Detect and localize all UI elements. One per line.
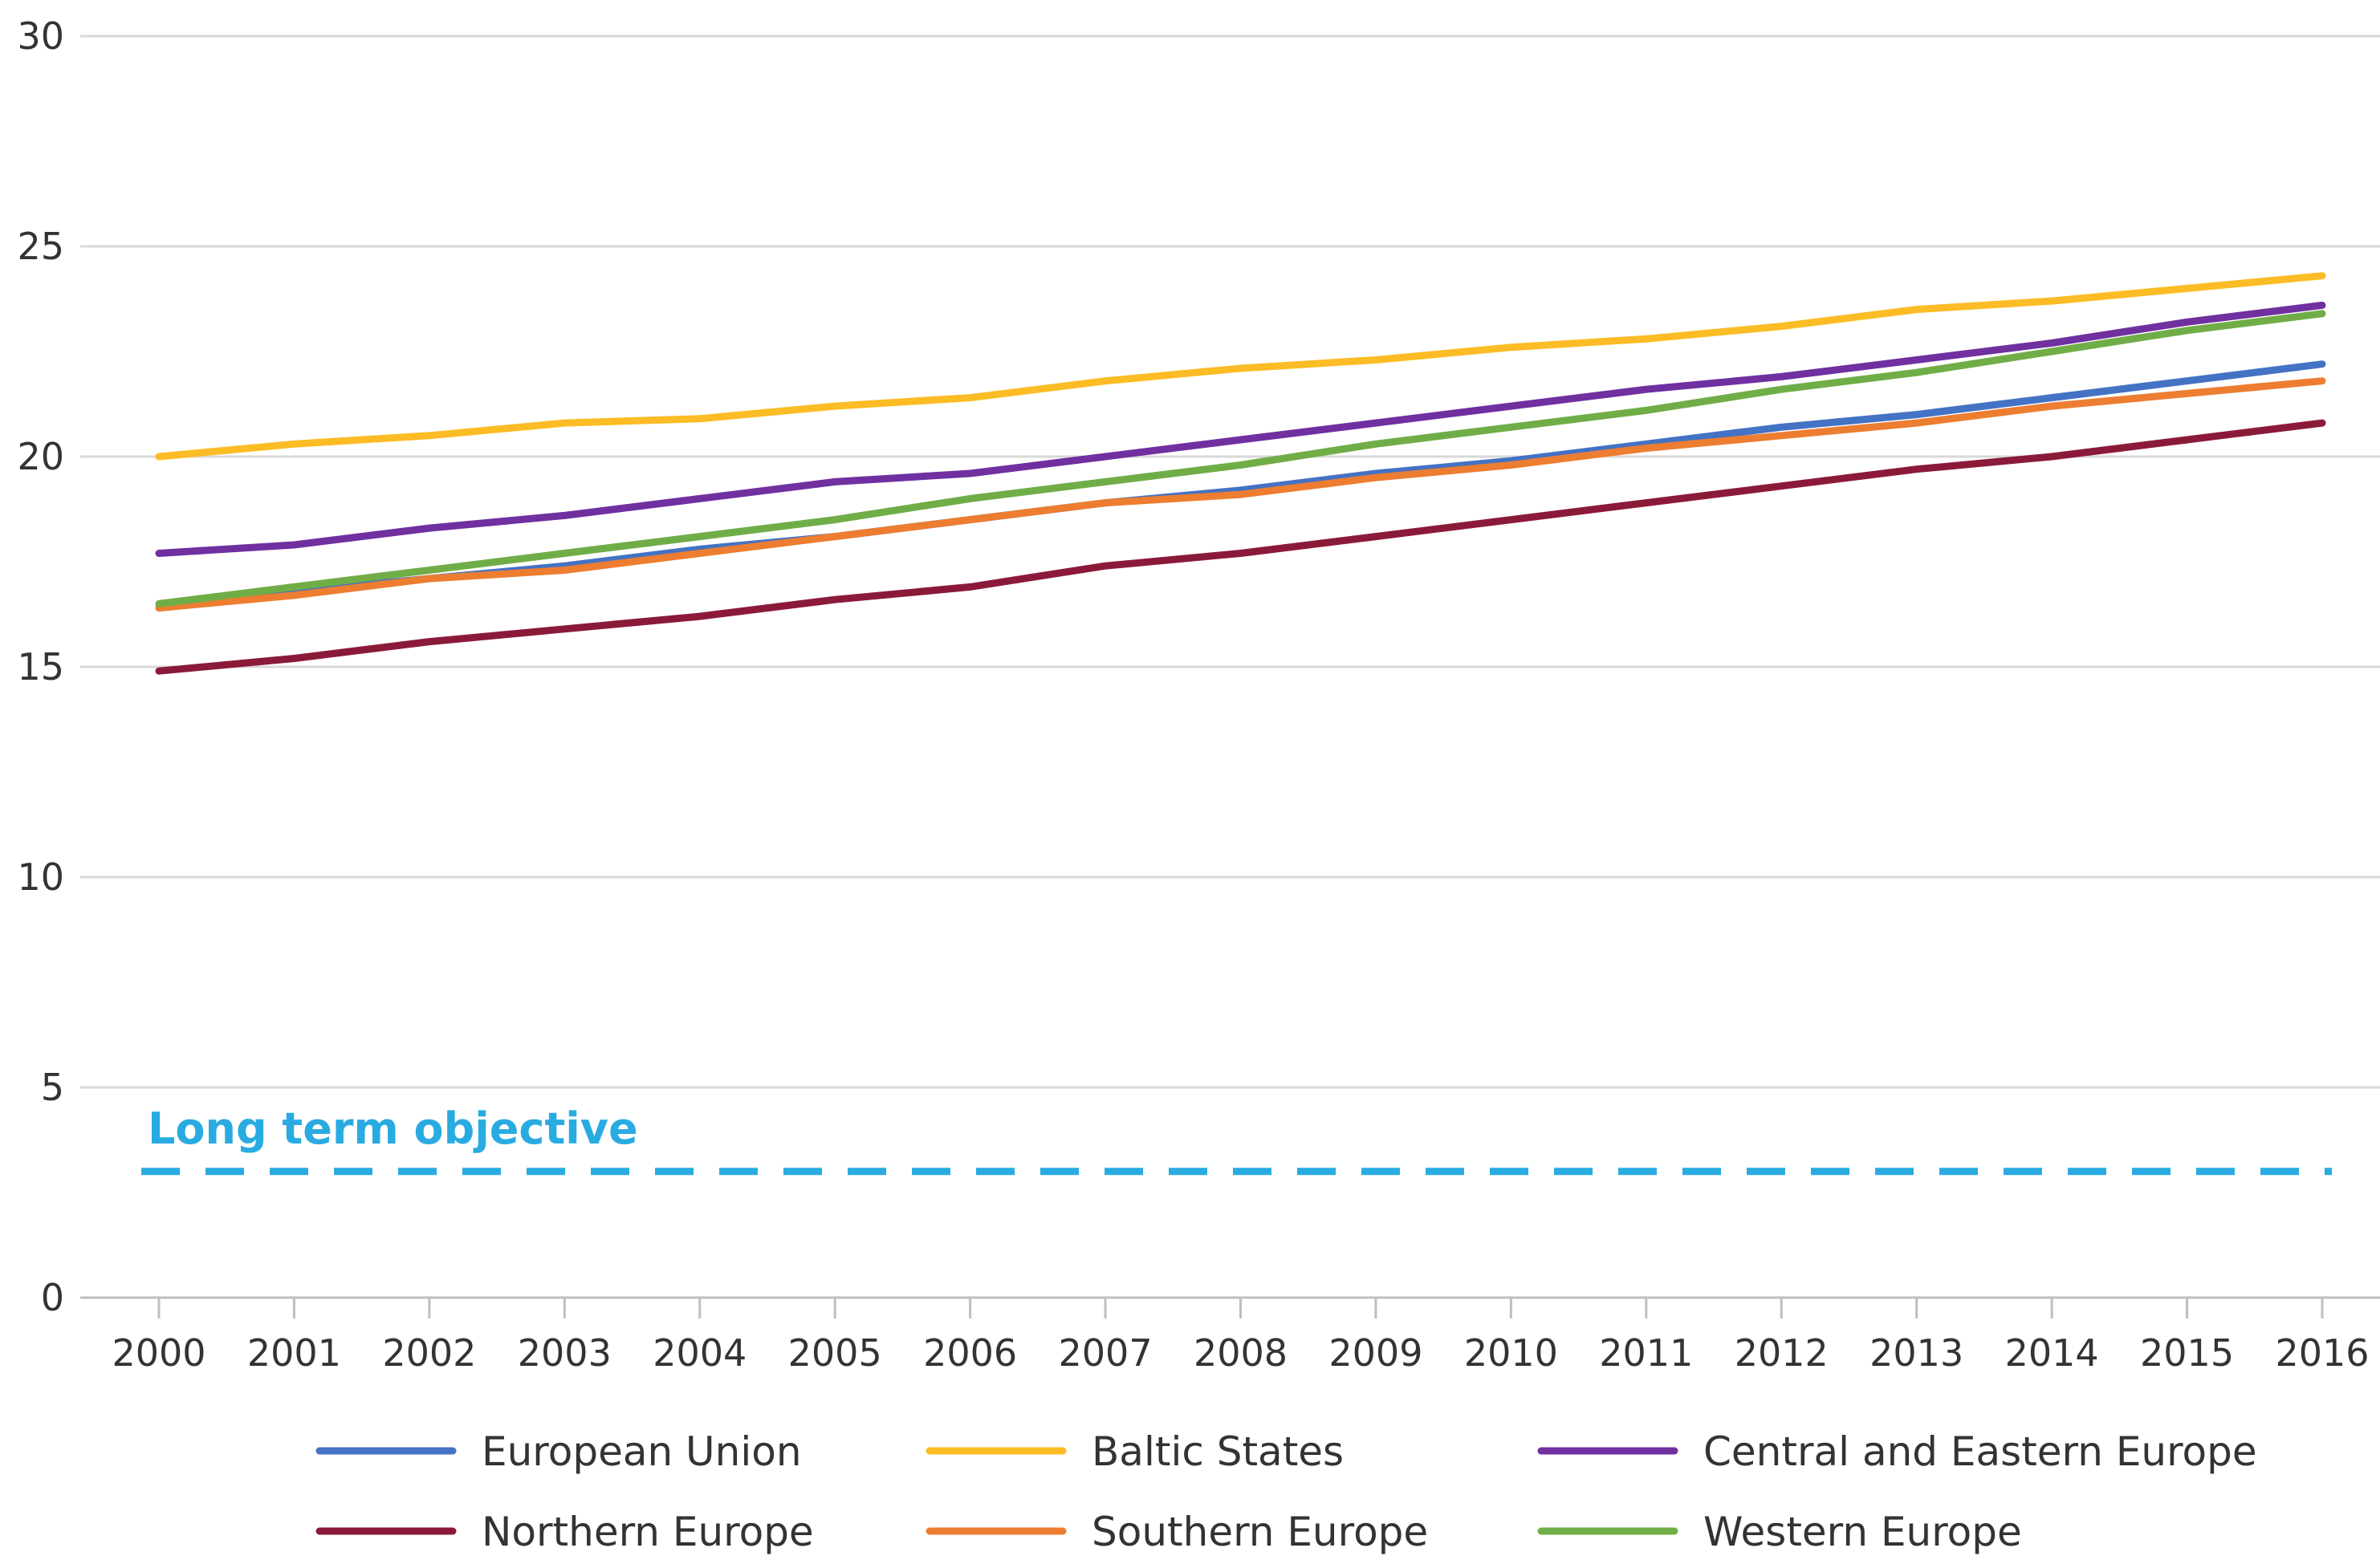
x-tick-label-2016: 2016 [2275, 1331, 2369, 1375]
y-tick-label-25: 25 [17, 225, 64, 268]
x-tick-label-2003: 2003 [518, 1331, 612, 1375]
series-line-western-europe [155, 310, 2326, 607]
y-tick-label-15: 15 [17, 645, 64, 689]
legend-item-central-and-eastern-europe: Central and Eastern Europe [1537, 1428, 2257, 1475]
x-tick-label-2004: 2004 [653, 1331, 747, 1375]
x-tick-label-2000: 2000 [112, 1331, 205, 1375]
long-term-objective-label: Long term objective [148, 1103, 638, 1154]
legend-label-southern-europe: Southern Europe [1092, 1509, 1428, 1555]
x-tick-label-2014: 2014 [2005, 1331, 2099, 1375]
series-line-northern-europe [155, 419, 2326, 675]
x-tick-label-2002: 2002 [382, 1331, 476, 1375]
gridlines [80, 35, 2380, 1089]
series-line-baltic-states [155, 272, 2326, 461]
legend-label-baltic-states: Baltic States [1092, 1428, 1344, 1475]
legend-item-western-europe: Western Europe [1537, 1509, 2022, 1555]
legend-item-southern-europe: Southern Europe [926, 1509, 1428, 1555]
x-tick-label-2007: 2007 [1059, 1331, 1153, 1375]
x-tick-label-2008: 2008 [1194, 1331, 1288, 1375]
x-tick-label-2009: 2009 [1328, 1331, 1422, 1375]
series-line-european-union [155, 360, 2326, 612]
legend-item-northern-europe: Northern Europe [315, 1509, 814, 1555]
legend-item-european-union: European Union [315, 1428, 802, 1475]
x-tick-label-2001: 2001 [247, 1331, 341, 1375]
y-tick-label-30: 30 [17, 14, 64, 58]
long-term-objective: Long term objective [141, 1103, 2332, 1176]
x-tick-label-2012: 2012 [1735, 1331, 1829, 1375]
x-tick-label-2010: 2010 [1464, 1331, 1558, 1375]
y-tick-label-5: 5 [41, 1066, 64, 1109]
x-axis-tick-labels: 2000 2001 2002 2003 2004 2005 2006 2007 2008 2009… [112, 1331, 2369, 1375]
series-line-southern-europe [155, 377, 2326, 612]
x-tick-label-2006: 2006 [923, 1331, 1017, 1375]
y-axis-tick-labels: 0 5 10 15 20 25 30 [17, 14, 64, 1319]
x-tick-label-2015: 2015 [2140, 1331, 2234, 1375]
x-tick-label-2013: 2013 [1869, 1331, 1963, 1375]
legend-label-central-and-eastern-europe: Central and Eastern Europe [1703, 1428, 2257, 1475]
x-axis [80, 1296, 2380, 1318]
x-tick-label-2011: 2011 [1599, 1331, 1693, 1375]
legend-label-european-union: European Union [482, 1428, 802, 1475]
y-tick-label-20: 20 [17, 435, 64, 478]
legend-label-western-europe: Western Europe [1703, 1509, 2022, 1555]
series-line-central-and-eastern-europe [155, 301, 2326, 557]
legend-label-northern-europe: Northern Europe [482, 1509, 814, 1555]
legend-item-baltic-states: Baltic States [926, 1428, 1344, 1475]
x-tick-label-2005: 2005 [788, 1331, 882, 1375]
legend: European Union Baltic States Central and E… [315, 1428, 2257, 1555]
series-lines [155, 272, 2326, 675]
y-tick-label-0: 0 [41, 1276, 64, 1319]
y-tick-label-10: 10 [17, 855, 64, 899]
